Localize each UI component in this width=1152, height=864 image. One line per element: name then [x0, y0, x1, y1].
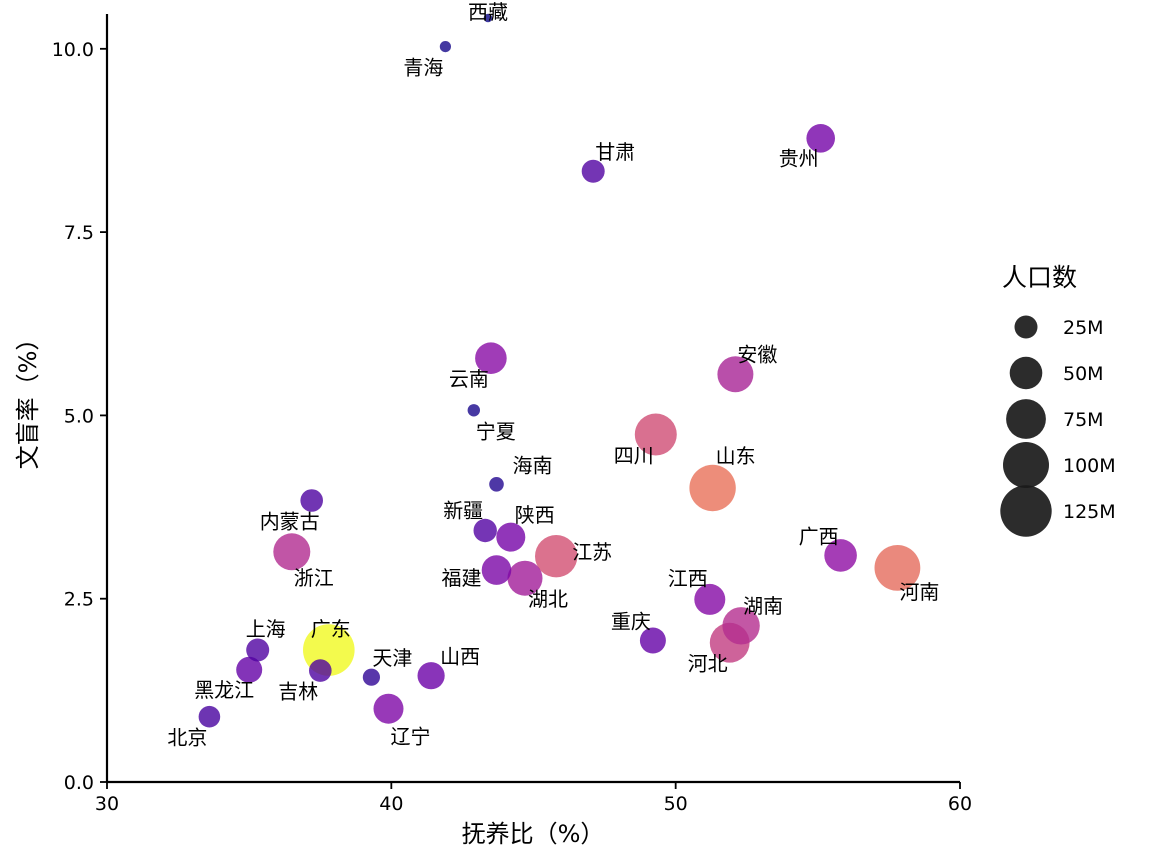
- point-label: 江苏: [572, 540, 612, 564]
- legend: 人口数 25M 50M 75M 100M 125M: [1000, 263, 1116, 537]
- point-label: 甘肃: [595, 140, 635, 164]
- point-label: 四川: [614, 444, 654, 468]
- point-新疆: [473, 518, 497, 543]
- legend-key: [1014, 315, 1038, 339]
- point-label: 江西: [668, 566, 708, 590]
- point-label: 安徽: [737, 342, 777, 366]
- x-axis-title: 抚养比（%）: [462, 820, 605, 848]
- point-广西: [824, 539, 857, 572]
- legend-key: [1009, 356, 1043, 390]
- point-安徽: [717, 356, 754, 393]
- y-tick-label: 10.0: [52, 39, 94, 61]
- point-福建: [481, 555, 512, 585]
- x-tick-label: 50: [664, 793, 688, 815]
- point-label: 上海: [246, 617, 286, 641]
- point-江西: [694, 583, 726, 615]
- legend-title: 人口数: [1002, 263, 1077, 292]
- point-四川: [634, 413, 677, 456]
- point-label: 云南: [449, 367, 489, 391]
- point-label: 广西: [799, 524, 839, 548]
- point-label: 福建: [442, 566, 482, 590]
- point-辽宁: [373, 693, 404, 724]
- point-label: 山西: [440, 645, 480, 669]
- point-label: 青海: [403, 56, 443, 80]
- legend-label: 50M: [1063, 363, 1104, 385]
- point-label: 北京: [167, 726, 207, 750]
- point-label: 西藏: [468, 0, 508, 24]
- point-山东: [689, 464, 736, 512]
- point-北京: [198, 705, 221, 728]
- point-贵州: [806, 124, 835, 153]
- y-ticks: 0.0 2.5 5.0 7.5 10.0: [52, 39, 107, 794]
- point-陕西: [496, 522, 526, 552]
- point-label: 重庆: [611, 610, 651, 634]
- legend-items: 25M 50M 75M 100M 125M: [1000, 315, 1116, 537]
- point-内蒙古: [300, 489, 324, 512]
- point-label: 贵州: [779, 146, 819, 170]
- point-label: 海南: [513, 453, 553, 477]
- point-云南: [475, 342, 507, 375]
- x-tick-label: 60: [948, 793, 972, 815]
- point-label: 新疆: [443, 499, 483, 523]
- point-label: 宁夏: [476, 419, 516, 443]
- legend-label: 125M: [1063, 501, 1116, 523]
- point-label: 内蒙古: [260, 510, 320, 534]
- points-layer: [198, 13, 921, 728]
- x-tick-label: 30: [95, 793, 119, 815]
- point-海南: [489, 477, 504, 492]
- legend-key: [1000, 485, 1052, 537]
- point-label: 广东: [311, 617, 351, 641]
- point-重庆: [639, 627, 666, 654]
- point-天津: [362, 668, 380, 686]
- point-label: 黑龙江: [194, 678, 254, 702]
- point-label: 湖北: [528, 587, 568, 611]
- legend-key: [1003, 442, 1049, 488]
- point-label: 天津: [372, 646, 412, 670]
- point-上海: [246, 638, 270, 662]
- y-tick-label: 2.5: [64, 589, 94, 611]
- point-label: 辽宁: [391, 725, 431, 749]
- point-山西: [417, 662, 445, 690]
- legend-label: 25M: [1063, 317, 1104, 339]
- point-label: 山东: [716, 444, 756, 468]
- point-label: 陕西: [515, 503, 555, 527]
- point-label: 河南: [899, 580, 939, 604]
- legend-label: 100M: [1063, 455, 1116, 477]
- y-axis-title: 文盲率（%）: [14, 327, 42, 470]
- point-甘肃: [581, 159, 605, 183]
- point-西藏: [483, 13, 493, 23]
- point-宁夏: [467, 404, 480, 417]
- point-青海: [439, 41, 451, 53]
- point-浙江: [273, 533, 311, 571]
- x-ticks: 30 40 50 60: [95, 782, 972, 815]
- legend-label: 75M: [1063, 409, 1104, 431]
- point-黑龙江: [236, 656, 263, 683]
- y-tick-label: 5.0: [64, 405, 94, 427]
- point-label: 河北: [688, 652, 728, 676]
- legend-key: [1006, 399, 1046, 439]
- y-tick-label: 7.5: [64, 222, 94, 244]
- point-河南: [874, 545, 921, 591]
- point-label: 吉林: [278, 680, 318, 704]
- point-吉林: [309, 659, 332, 682]
- x-tick-label: 40: [379, 793, 403, 815]
- point-江苏: [535, 535, 578, 578]
- y-tick-label: 0.0: [64, 772, 94, 794]
- point-湖北: [507, 560, 543, 596]
- point-label: 湖南: [743, 594, 783, 618]
- point-湖南: [722, 607, 760, 645]
- point-label: 浙江: [294, 566, 334, 590]
